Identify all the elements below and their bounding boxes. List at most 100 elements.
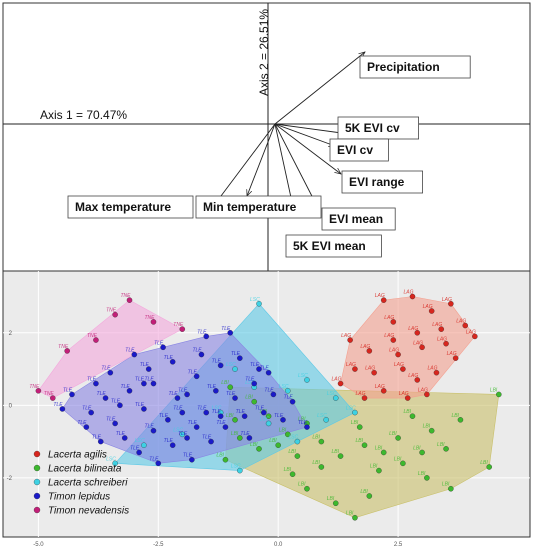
point-lacerta-agilis <box>361 395 368 401</box>
point-lacerta-agilis <box>414 330 421 336</box>
point-timon-lepidus <box>227 330 233 336</box>
point-lacerta-bilineata <box>496 391 502 398</box>
legend-swatch-lacerta-agilis <box>33 450 41 458</box>
point-timon-lepidus <box>179 409 186 416</box>
point-lacerta-bilineata <box>424 475 430 481</box>
point-lacerta-agilis <box>428 308 435 314</box>
legend-swatch-lacerta-schreiberi <box>33 478 41 486</box>
point-lacerta-schreiberi <box>332 395 339 401</box>
scatter-panel: LAGLAGLAGLAGLAGLAGLAGLAGLAGLAGLAGLAGLAGL… <box>2 270 531 548</box>
point-lacerta-agilis <box>419 344 425 351</box>
point-label-lacerta-schreiberi: LSC <box>317 413 327 419</box>
point-label-lacerta-bilineata: LBI <box>312 460 320 466</box>
point-lacerta-agilis <box>443 340 449 347</box>
point-label-lacerta-bilineata: LBI <box>418 471 426 477</box>
point-timon-lepidus <box>246 435 253 441</box>
vector-label-precipitation: Precipitation <box>367 60 440 74</box>
point-label-lacerta-bilineata: LBI <box>312 435 320 441</box>
point-label-lacerta-bilineata: LBI <box>221 380 229 386</box>
point-timon-lepidus <box>270 391 277 398</box>
point-label-timon-lepidus: TLE <box>183 453 193 459</box>
point-label-lacerta-bilineata: LBI <box>375 445 383 451</box>
point-timon-lepidus <box>150 427 157 434</box>
point-label-timon-lepidus: TLE <box>135 402 145 408</box>
point-label-lacerta-schreiberi: LSC <box>260 416 270 422</box>
point-label-lacerta-bilineata: LBI <box>245 395 253 401</box>
point-timon-lepidus <box>261 409 267 416</box>
point-label-timon-lepidus: TLE <box>192 348 202 354</box>
point-timon-lepidus <box>189 456 195 463</box>
point-label-timon-nevadensis: TNE <box>106 308 117 314</box>
point-label-lacerta-schreiberi: LSC <box>135 438 145 444</box>
point-lacerta-schreiberi <box>237 467 243 474</box>
point-label-lacerta-bilineata: LBI <box>389 431 397 437</box>
point-label-lacerta-agilis: LAG <box>356 391 366 397</box>
point-lacerta-agilis <box>380 297 387 303</box>
point-label-timon-lepidus: TLE <box>77 420 87 426</box>
point-timon-lepidus <box>265 369 272 376</box>
point-lacerta-agilis <box>337 380 344 387</box>
point-label-lacerta-agilis: LAG <box>341 333 351 339</box>
vector-label-evi-mean: EVI mean <box>329 212 383 226</box>
point-timon-lepidus <box>59 406 66 412</box>
point-label-timon-lepidus: TLE <box>125 348 135 354</box>
point-lacerta-schreiberi <box>285 388 291 394</box>
point-lacerta-agilis <box>433 369 440 376</box>
point-label-timon-lepidus: TLE <box>197 329 207 335</box>
point-label-lacerta-agilis: LAG <box>427 366 437 372</box>
point-label-lacerta-schreiberi: LSC <box>250 297 260 303</box>
point-label-timon-lepidus: TLE <box>255 406 265 412</box>
point-timon-lepidus <box>184 435 190 441</box>
point-label-lacerta-bilineata: LBI <box>332 449 340 455</box>
point-label-lacerta-agilis: LAG <box>360 344 370 350</box>
point-lacerta-schreiberi <box>256 301 262 307</box>
point-label-lacerta-bilineata: LBI <box>480 460 488 466</box>
point-lacerta-schreiberi <box>352 409 358 416</box>
point-label-lacerta-agilis: LAG <box>442 297 452 303</box>
point-timon-lepidus <box>217 362 224 369</box>
point-timon-lepidus <box>241 413 248 419</box>
point-timon-lepidus <box>217 413 224 419</box>
point-timon-lepidus <box>256 366 262 372</box>
point-label-timon-lepidus: TLE <box>149 456 159 462</box>
point-label-timon-lepidus: TLE <box>144 424 154 430</box>
point-label-timon-lepidus: TLE <box>250 362 260 368</box>
point-timon-nevadensis <box>150 319 157 325</box>
point-timon-nevadensis <box>64 348 70 354</box>
point-timon-lepidus <box>141 380 147 387</box>
vector-label-box-precipitation <box>359 55 471 79</box>
point-lacerta-bilineata <box>265 413 272 419</box>
point-timon-nevadensis <box>93 337 99 343</box>
point-label-timon-lepidus: TLE <box>53 402 63 408</box>
point-lacerta-bilineata <box>419 449 425 456</box>
point-label-lacerta-bilineata: LBI <box>346 511 354 517</box>
legend-label-lacerta-bilineata: Lacerta bilineata <box>48 464 122 475</box>
point-label-timon-lepidus: TLE <box>226 391 236 397</box>
point-lacerta-schreiberi <box>265 420 272 427</box>
point-timon-lepidus <box>126 388 133 394</box>
point-lacerta-bilineata <box>318 438 325 445</box>
vector-label-box-evi-mean <box>321 207 396 231</box>
point-timon-lepidus <box>193 424 200 430</box>
point-label-lacerta-bilineata: LBI <box>394 456 402 462</box>
legend-swatch-timon-lepidus <box>33 492 41 500</box>
point-lacerta-bilineata <box>380 449 387 456</box>
y-tick-label: 0 <box>9 403 13 409</box>
point-label-timon-lepidus: TLE <box>178 431 188 437</box>
point-label-timon-lepidus: TLE <box>202 435 212 441</box>
vector-label-box-evi-range <box>341 170 423 194</box>
point-label-timon-lepidus: TLE <box>212 358 222 364</box>
point-label-timon-nevadensis: TNE <box>144 315 155 321</box>
point-label-timon-lepidus: TLE <box>106 416 116 422</box>
point-label-lacerta-bilineata: LBI <box>490 387 498 393</box>
point-label-lacerta-bilineata: LBI <box>216 453 224 459</box>
point-label-timon-lepidus: TLE <box>212 409 222 415</box>
point-lacerta-bilineata <box>332 500 339 506</box>
point-lacerta-bilineata <box>227 384 233 390</box>
point-label-timon-lepidus: TLE <box>130 445 140 451</box>
point-timon-lepidus <box>193 373 200 380</box>
point-label-lacerta-agilis: LAG <box>456 319 466 325</box>
point-lacerta-agilis <box>366 348 373 354</box>
point-lacerta-schreiberi <box>294 438 301 445</box>
point-timon-lepidus <box>145 366 152 372</box>
